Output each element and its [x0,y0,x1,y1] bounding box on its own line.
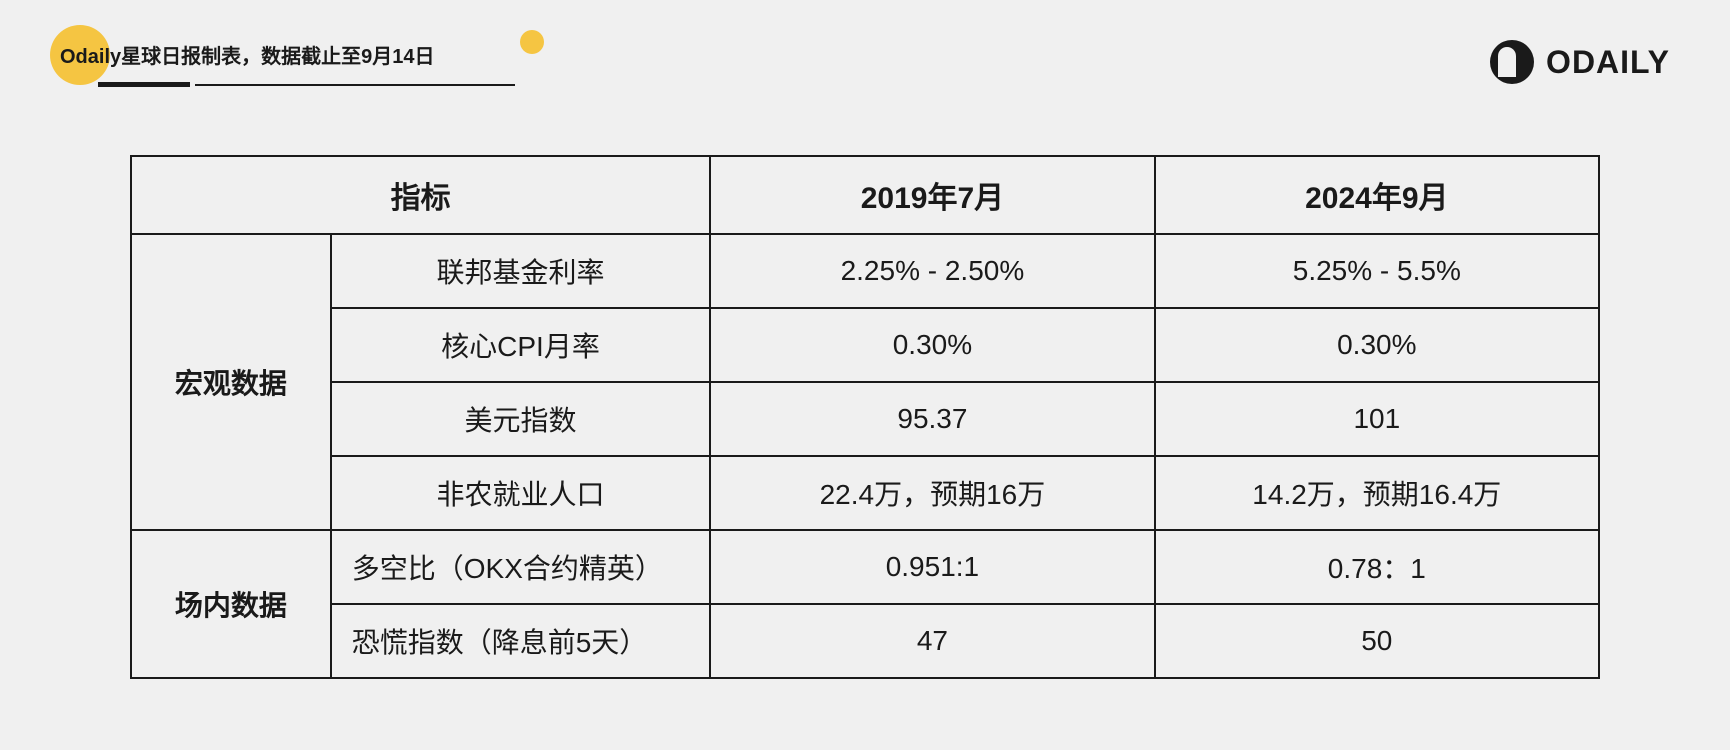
metric-label: 美元指数 [331,382,711,456]
cell-value: 2.25% - 2.50% [710,234,1154,308]
table-row: 恐慌指数（降息前5天） 47 50 [131,604,1599,678]
header-underline-thick [98,82,190,87]
category-macro: 宏观数据 [131,234,331,530]
table-row: 场内数据 多空比（OKX合约精英） 0.951:1 0.78：1 [131,530,1599,604]
comparison-table: 指标 2019年7月 2024年9月 宏观数据 联邦基金利率 2.25% - 2… [130,155,1600,679]
table-row: 核心CPI月率 0.30% 0.30% [131,308,1599,382]
accent-circle-small [520,30,544,54]
data-table-container: 指标 2019年7月 2024年9月 宏观数据 联邦基金利率 2.25% - 2… [130,155,1600,679]
cell-value: 5.25% - 5.5% [1155,234,1599,308]
metric-label: 非农就业人口 [331,456,711,530]
odaily-logo-text: ODAILY [1546,44,1670,81]
brand-logo: ODAILY [1490,40,1670,84]
column-header-2019: 2019年7月 [710,156,1154,234]
column-header-2024: 2024年9月 [1155,156,1599,234]
odaily-logo-icon [1490,40,1534,84]
metric-label: 核心CPI月率 [331,308,711,382]
cell-value: 22.4万，预期16万 [710,456,1154,530]
cell-value: 0.30% [1155,308,1599,382]
table-row: 美元指数 95.37 101 [131,382,1599,456]
table-row: 非农就业人口 22.4万，预期16万 14.2万，预期16.4万 [131,456,1599,530]
table-row: 宏观数据 联邦基金利率 2.25% - 2.50% 5.25% - 5.5% [131,234,1599,308]
header-underline-thin [195,84,515,86]
cell-value: 0.30% [710,308,1154,382]
cell-value: 95.37 [710,382,1154,456]
column-header-metric: 指标 [131,156,710,234]
odaily-logo-inner [1498,47,1516,77]
header: Odaily星球日报制表，数据截止至9月14日 [50,40,445,77]
table-header-row: 指标 2019年7月 2024年9月 [131,156,1599,234]
metric-label: 恐慌指数（降息前5天） [331,604,711,678]
category-market: 场内数据 [131,530,331,678]
cell-value: 14.2万，预期16.4万 [1155,456,1599,530]
header-title: Odaily星球日报制表，数据截止至9月14日 [50,40,445,77]
cell-value: 0.951:1 [710,530,1154,604]
cell-value: 101 [1155,382,1599,456]
cell-value: 0.78：1 [1155,530,1599,604]
cell-value: 47 [710,604,1154,678]
metric-label: 联邦基金利率 [331,234,711,308]
cell-value: 50 [1155,604,1599,678]
metric-label: 多空比（OKX合约精英） [331,530,711,604]
